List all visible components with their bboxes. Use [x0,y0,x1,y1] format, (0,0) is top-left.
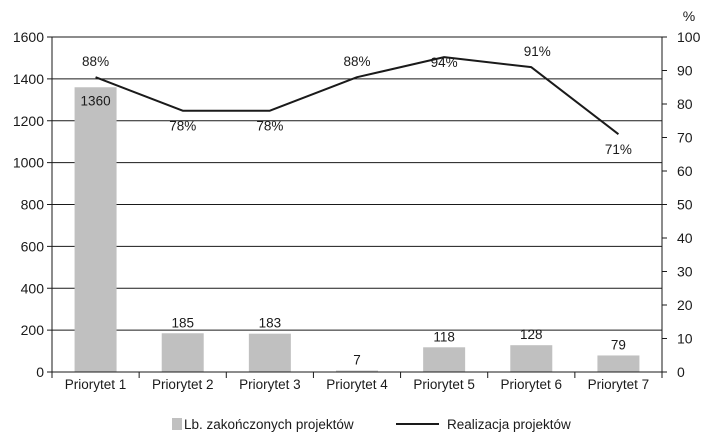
right-axis-tick-label: 70 [677,130,693,146]
legend-swatch-bars [172,418,182,430]
right-axis-tick-label: 80 [677,96,693,112]
bar-data-label: 79 [611,337,626,352]
line-data-label: 91% [524,44,551,59]
bar [510,345,553,372]
right-axis-tick-label: 10 [677,331,693,347]
right-axis-tick-label: 90 [677,63,693,79]
bar-series [74,87,640,372]
left-axis-tick-label: 1200 [13,113,44,129]
left-axis-tick-label: 1000 [13,155,44,171]
line-data-label: 78% [169,119,196,134]
bar-data-label: 7 [353,353,361,368]
line-path [95,56,620,135]
bar [597,355,640,372]
legend-label-line: Realizacja projektów [447,417,571,432]
bar-data-label: 185 [171,315,194,330]
line-data-label: 94% [431,55,458,70]
line-series [95,56,620,135]
x-axis-tick-label: Priorytet 7 [588,377,650,392]
bar-data-label: 1360 [81,93,111,108]
line-data-label: 88% [343,54,370,69]
left-axis-tick-label: 1400 [13,71,44,87]
left-axis-tick-label: 800 [21,197,45,213]
x-axis-tick-label: Priorytet 6 [501,377,563,392]
axes: 0 200 400 600 800 1000 1200 1400 1600 0 10 20 30 40 50… [13,29,701,392]
x-axis-tick-label: Priorytet 5 [413,377,475,392]
bar-data-label: 118 [433,329,455,344]
line-data-label: 88% [82,54,109,69]
gridlines [52,36,662,331]
left-axis-tick-label: 400 [21,280,45,296]
right-axis-unit: % [683,8,695,24]
right-axis-tick-label: 0 [677,364,685,380]
x-axis-tick-label: Priorytet 1 [65,377,127,392]
right-axis-tick-label: 40 [677,230,693,246]
data-labels: 1360 185 183 7 118 128 79 88% 78% 78% 88% 94% 91% 71% [81,44,632,367]
right-axis-tick-label: 100 [677,29,701,45]
right-axis-tick-label: 20 [677,297,693,313]
legend: Lb. zakończonych projektów Realizacja pr… [172,417,571,432]
line-data-label: 78% [256,119,283,134]
right-axis-tick-label: 60 [677,163,693,179]
bar-data-label: 128 [520,327,543,342]
bar [336,370,378,372]
x-axis-tick-label: Priorytet 3 [239,377,301,392]
right-axis-tick-label: 50 [677,197,693,213]
legend-label-bars: Lb. zakończonych projektów [184,417,354,432]
left-axis-tick-label: 0 [36,364,44,380]
x-axis-tick-label: Priorytet 4 [326,377,388,392]
left-axis-tick-label: 200 [21,322,45,338]
left-axis-tick-label: 1600 [13,29,44,45]
left-axis-tick-label: 600 [21,238,45,254]
bar [248,333,291,372]
bar [423,347,466,372]
right-axis-tick-label: 30 [677,264,693,280]
bar [74,87,117,372]
line-data-label: 71% [605,142,632,157]
x-axis-tick-label: Priorytet 2 [152,377,214,392]
bar-data-label: 183 [259,316,282,331]
bar [161,333,204,372]
